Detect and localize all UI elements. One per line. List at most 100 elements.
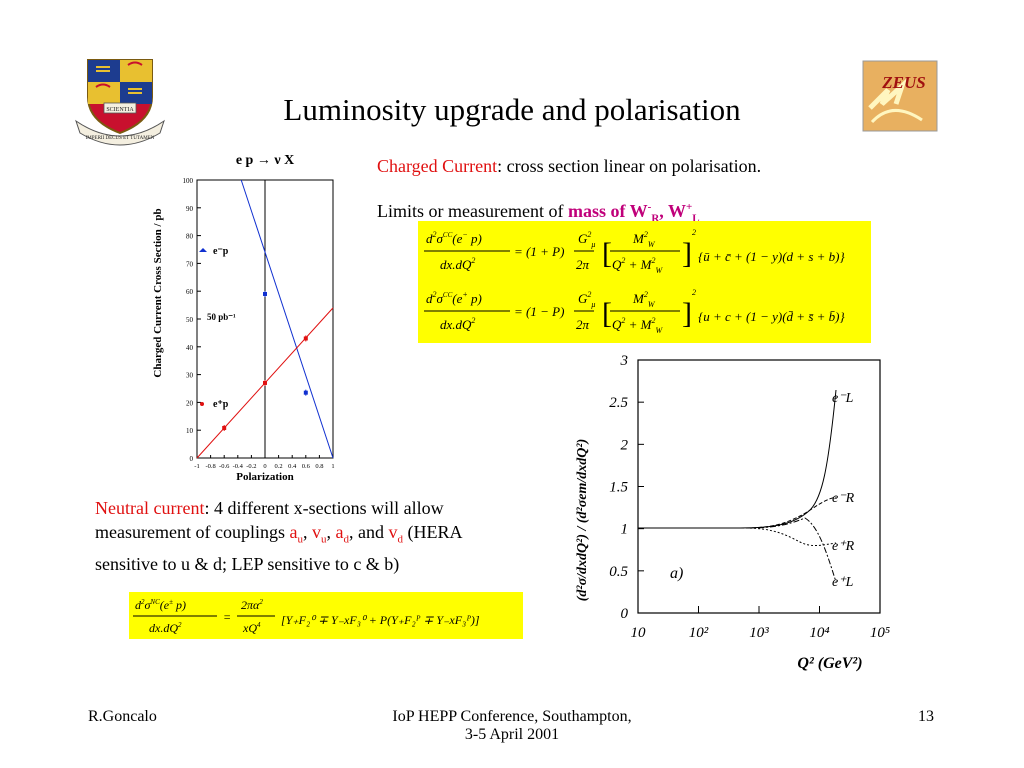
cc-xtick-label: 0.6 (302, 463, 311, 470)
svg-text:= (1 − P): = (1 − P) (514, 304, 564, 319)
legend-eminus-label: e⁻p (213, 246, 229, 257)
cc-fit-line-0 (240, 179, 334, 459)
cc-ytick-label: 30 (186, 372, 194, 380)
crest-motto-label: SCIENTIA (106, 107, 134, 113)
svg-text:dx.dQ2: dx.dQ2 (440, 256, 475, 272)
ratio-xtick-label: 10³ (749, 625, 769, 641)
svg-text:M2W: M2W (632, 290, 656, 309)
cc-formula: d2σCC(e− p) dx.dQ2 = (1 + P) G2μ 2π [ M2… (424, 228, 845, 335)
svg-text:Q2 + M2W: Q2 + M2W (612, 256, 664, 275)
ratio-xtick-label: 10⁴ (809, 625, 829, 641)
cc-text-line2: Limits or measurement of mass of W-R, W+… (377, 201, 700, 225)
lumi-label: 50 pb⁻¹ (207, 312, 236, 322)
ratio-xtick-label: 10⁵ (870, 625, 890, 641)
cc-ytick-label: 60 (186, 288, 194, 296)
cc-xtick-label: -0.4 (233, 463, 244, 470)
svg-text:dx.dQ2: dx.dQ2 (440, 316, 475, 332)
nc-paragraph: Neutral current: 4 different x-sections … (95, 498, 463, 574)
curve-label-eplus-L: e⁺L (832, 575, 854, 590)
svg-text:]: ] (682, 297, 692, 330)
cc-plot-ylabel: Charged Current Cross Section / pb (152, 208, 164, 377)
svg-text:2π: 2π (576, 317, 590, 332)
svg-text:d2σCC(e− p): d2σCC(e− p) (426, 230, 482, 246)
legend-eplus-marker (200, 402, 204, 406)
ratio-ytick-label: 1 (621, 522, 629, 538)
svg-text:M2W: M2W (632, 230, 656, 249)
svg-text:G2μ: G2μ (578, 230, 595, 249)
svg-text:[Y₊F₂⁰ ∓ Y₋xF₃⁰ + P(Y₊F₂ᴾ ∓ Y₋: [Y₊F₂⁰ ∓ Y₋xF₃⁰ + P(Y₊F₂ᴾ ∓ Y₋xF₃ᴾ)] (281, 613, 480, 627)
cc-ytick-label: 0 (190, 455, 194, 463)
cc-plot-xlabel: Polarization (236, 471, 293, 483)
curve-eplus-L (638, 517, 837, 583)
cc-ytick-label: 100 (183, 177, 194, 185)
svg-text:2πα2: 2πα2 (241, 598, 263, 612)
cc-xtick-label: 0.8 (315, 463, 323, 470)
svg-text:=: = (223, 610, 231, 624)
cc-formula-box: d2σCC(e− p) dx.dQ2 = (1 + P) G2μ 2π [ M2… (418, 221, 871, 343)
svg-text:{ū + c̄ + (1 − y)(d + s + b)}: {ū + c̄ + (1 − y)(d + s + b)} (698, 249, 845, 264)
panel-label: a) (670, 565, 683, 582)
svg-text:Q2 + M2W: Q2 + M2W (612, 316, 664, 335)
curve-label-eminus-R: e⁻R (832, 491, 855, 506)
ratio-ytick-label: 0 (621, 606, 629, 622)
cc-xtick-label: -0.8 (205, 463, 215, 470)
cc-text-line1: Charged Current: cross section linear on… (377, 156, 762, 176)
ratio-ytick-label: 1.5 (609, 480, 628, 496)
zeus-logo-text: ZEUS (881, 73, 925, 92)
svg-text:2: 2 (692, 288, 696, 297)
cc-heading: Charged Current (377, 156, 498, 176)
svg-text:{u + c + (1 − y)(d̄ + s̄ + b̄): {u + c + (1 − y)(d̄ + s̄ + b̄)} (698, 309, 845, 324)
ratio-xtick-label: 10² (689, 625, 709, 641)
cc-data-point (263, 380, 267, 385)
cc-xtick-label: 0 (263, 463, 266, 470)
svg-text:[: [ (602, 297, 612, 330)
cc-plot-title: e p → ν X (236, 153, 294, 168)
cc-data-point (303, 336, 308, 341)
ratio-plot-ylabel: (d²σ/dxdQ²) / (d²σem/dxdQ²) (575, 439, 590, 602)
ratio-ytick-label: 0.5 (609, 564, 628, 580)
cc-xtick-label: 1 (331, 463, 334, 470)
cc-data-point (303, 390, 308, 395)
svg-text:dx.dQ2: dx.dQ2 (149, 621, 182, 635)
ratio-xtick-label: 10 (631, 625, 647, 641)
university-crest-icon: SCIENTIA IMPERII DECUS ET TUTAMEN (75, 59, 165, 146)
svg-text:d2σNC(e± p): d2σNC(e± p) (135, 598, 186, 612)
svg-text:]: ] (682, 237, 692, 270)
footer-page-number: 13 (918, 708, 934, 725)
cc-ytick-label: 20 (186, 399, 194, 407)
cc-xtick-label: -1 (194, 463, 199, 470)
svg-text:IMPERII DECUS ET TUTAMEN: IMPERII DECUS ET TUTAMEN (86, 136, 155, 141)
cc-ytick-label: 70 (186, 260, 194, 268)
cc-xtick-label: 0.4 (288, 463, 297, 470)
cc-xtick-label: -0.2 (246, 463, 256, 470)
legend-eminus-marker (199, 248, 207, 252)
nc-heading: Neutral current (95, 498, 205, 518)
ratio-plot-xlabel: Q² (GeV²) (797, 655, 862, 672)
footer-author: R.Goncalo (88, 708, 157, 725)
svg-text:xQ4: xQ4 (242, 621, 261, 635)
curve-eplus-R (638, 527, 837, 546)
cc-ytick-label: 80 (186, 233, 194, 241)
curve-eminus-R (638, 496, 837, 529)
footer-conference: IoP HEPP Conference, Southampton, 3-5 Ap… (392, 708, 632, 743)
cc-ytick-label: 40 (186, 344, 194, 352)
svg-text:d2σCC(e+ p): d2σCC(e+ p) (426, 290, 482, 306)
curve-label-eminus-L: e⁻L (832, 391, 854, 406)
cc-polarization-plot: e p → ν X Charged Current Cross Section … (152, 153, 335, 483)
curve-label-eplus-R: e⁺R (832, 539, 855, 554)
cc-ytick-label: 90 (186, 205, 194, 213)
slide-title: Luminosity upgrade and polarisation (283, 92, 741, 127)
cc-ytick-label: 10 (186, 427, 194, 435)
nc-formula: d2σNC(e± p) dx.dQ2 = 2πα2 xQ4 [Y₊F₂⁰ ∓ Y… (133, 598, 480, 635)
svg-text:G2μ: G2μ (578, 290, 595, 309)
ratio-ytick-label: 2 (621, 437, 629, 453)
cc-xtick-label: 0.2 (275, 463, 283, 470)
svg-text:= (1 + P): = (1 + P) (514, 244, 564, 259)
svg-text:2: 2 (692, 228, 696, 237)
cc-xtick-label: -0.6 (219, 463, 230, 470)
ratio-ytick-label: 3 (620, 353, 629, 369)
legend-eplus-label: e⁺p (213, 399, 229, 410)
svg-text:[: [ (602, 237, 612, 270)
nc-formula-box: d2σNC(e± p) dx.dQ2 = 2πα2 xQ4 [Y₊F₂⁰ ∓ Y… (129, 592, 523, 639)
zeus-logo-icon: ZEUS (862, 60, 938, 132)
